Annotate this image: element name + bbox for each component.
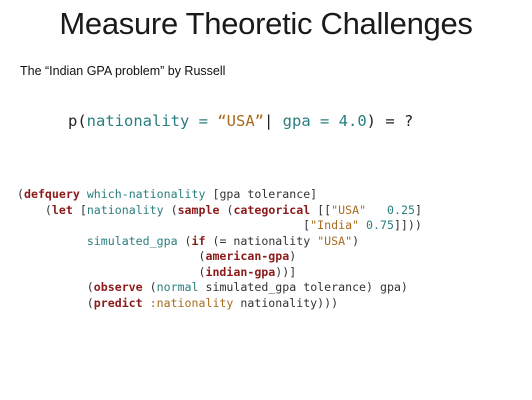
code-token: [[ — [310, 202, 332, 217]
code-keyword: categorical — [233, 202, 311, 217]
formula-bar: | — [264, 112, 283, 130]
code-token: ( — [17, 249, 206, 263]
code-string: "USA" — [331, 202, 367, 217]
formula-variable: nationality — [86, 112, 190, 130]
code-token: ( — [17, 187, 24, 201]
code-token — [366, 203, 387, 217]
code-keyword: if — [191, 233, 206, 248]
code-line-5: (american-gpa) — [17, 249, 422, 265]
code-token: ( — [17, 202, 52, 217]
code-token: ( — [163, 202, 178, 217]
code-keyword-arg: :nationality — [149, 295, 234, 310]
formula-value: “USA” — [217, 112, 264, 130]
code-token: ] — [414, 202, 422, 217]
probability-formula: p(nationality = “USA”| gpa = 4.0) = ? — [68, 112, 413, 130]
code-line-8: (predict :nationality nationality))) — [17, 296, 422, 312]
code-line-3: ["India" 0.75]])) — [17, 218, 422, 234]
code-keyword: american-gpa — [205, 249, 290, 263]
code-keyword: indian-gpa — [205, 264, 276, 279]
code-keyword: observe — [93, 280, 143, 294]
code-string: "India" — [310, 218, 360, 232]
code-token — [17, 234, 87, 248]
code-line-6: (indian-gpa))] — [17, 265, 422, 281]
code-variable: simulated_gpa — [86, 233, 178, 248]
code-line-2: (let [nationality (sample (categorical [… — [17, 203, 422, 219]
code-token: ( — [17, 264, 206, 279]
code-token: ( — [177, 233, 192, 248]
code-token: ( — [219, 202, 234, 217]
code-function-name: which-nationality — [86, 187, 206, 201]
code-variable: nationality — [86, 202, 164, 217]
formula-p-open: p( — [68, 112, 87, 130]
code-string: "USA" — [317, 233, 353, 248]
code-token: [gpa tolerance] — [205, 187, 318, 201]
code-token: (= nationality — [205, 233, 318, 248]
code-token: ( — [142, 280, 157, 294]
code-keyword: sample — [177, 202, 220, 217]
slide-subtitle: The “Indian GPA problem” by Russell — [20, 64, 226, 78]
code-token: [ — [17, 218, 311, 232]
code-keyword: let — [51, 202, 73, 217]
code-number: 0.25 — [387, 202, 415, 217]
code-token: ) — [289, 249, 297, 263]
code-token: ))] — [275, 264, 297, 279]
code-line-4: simulated_gpa (if (= nationality "USA") — [17, 234, 422, 250]
slide-title: Measure Theoretic Challenges — [59, 6, 473, 41]
code-keyword: defquery — [23, 187, 80, 201]
code-number: 0.75 — [366, 218, 394, 232]
code-block: (defquery which-nationality [gpa toleran… — [17, 187, 422, 311]
code-function-name: normal — [156, 280, 199, 294]
code-token — [143, 296, 150, 310]
code-token: [ — [72, 202, 87, 217]
formula-tail: ) = ? — [366, 112, 414, 130]
formula-condition: gpa = 4.0 — [282, 112, 367, 130]
code-token: nationality))) — [233, 295, 339, 310]
code-token: simulated_gpa tolerance) gpa) — [198, 280, 408, 294]
code-token: ( — [17, 280, 94, 294]
formula-equals: = — [189, 112, 218, 130]
code-token: ) — [352, 233, 360, 248]
code-token: ]])) — [393, 218, 422, 232]
code-token — [80, 187, 87, 201]
code-keyword: predict — [93, 295, 143, 310]
code-line-1: (defquery which-nationality [gpa toleran… — [17, 187, 422, 203]
code-token: ( — [17, 295, 94, 310]
code-token — [359, 218, 366, 232]
code-line-7: (observe (normal simulated_gpa tolerance… — [17, 280, 422, 296]
